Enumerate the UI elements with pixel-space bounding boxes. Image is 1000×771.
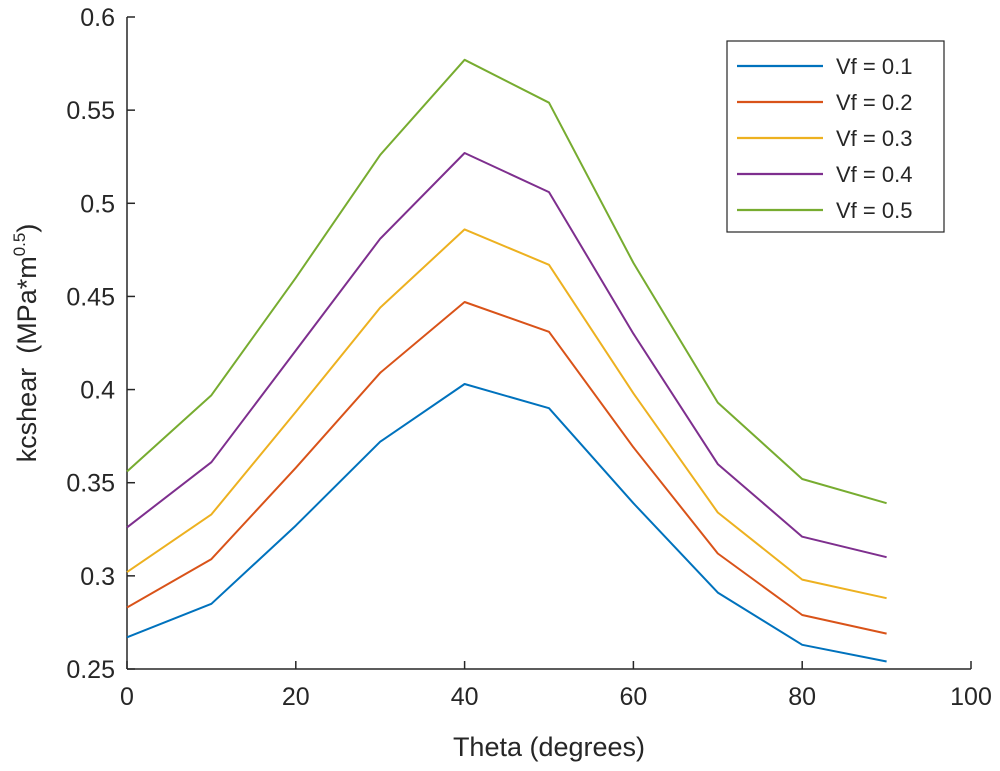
series-line-vf-2 bbox=[126, 301, 887, 635]
x-tick-label: 20 bbox=[282, 683, 310, 711]
x-tick-label: 0 bbox=[120, 683, 134, 711]
x-axis-title: Theta (degrees) bbox=[453, 732, 645, 762]
axes bbox=[126, 17, 971, 670]
x-tick-label: 40 bbox=[451, 683, 479, 711]
y-axis-title-main: kcshear bbox=[12, 368, 42, 463]
y-tick-label: 0.5 bbox=[80, 190, 115, 218]
y-tick-label: 0.25 bbox=[66, 656, 115, 684]
y-tick-label: 0.35 bbox=[66, 470, 115, 498]
legend: Vf = 0.1 Vf = 0.2 Vf = 0.3 Vf = 0.4 Vf = 0.5 bbox=[726, 40, 945, 233]
legend-label-vf-4: Vf = 0.4 bbox=[836, 162, 912, 187]
x-tick-label: 60 bbox=[619, 683, 647, 711]
y-axis-title-exponent: 0.5 bbox=[10, 233, 29, 257]
y-ticks: 0.25 0.3 0.35 0.4 0.45 0.5 0.55 0.6 bbox=[66, 4, 135, 684]
y-tick-label: 0.3 bbox=[80, 563, 115, 591]
y-axis-title-close: ) bbox=[12, 224, 42, 233]
x-ticks: 0 20 40 60 80 100 bbox=[120, 661, 992, 711]
series-line-vf-1 bbox=[126, 383, 887, 663]
y-tick-label: 0.55 bbox=[66, 97, 115, 125]
legend-box bbox=[726, 40, 945, 233]
legend-label-vf-5: Vf = 0.5 bbox=[836, 198, 912, 223]
y-tick-label: 0.4 bbox=[80, 377, 115, 405]
y-tick-label: 0.45 bbox=[66, 283, 115, 311]
series-line-vf-5 bbox=[126, 58, 887, 505]
legend-label-vf-3: Vf = 0.3 bbox=[836, 126, 912, 151]
legend-label-vf-2: Vf = 0.2 bbox=[836, 90, 912, 115]
series-line-vf-3 bbox=[126, 228, 887, 600]
legend-label-vf-1: Vf = 0.1 bbox=[836, 54, 912, 79]
y-axis-title-unit: (MPa*m bbox=[12, 256, 42, 354]
y-tick-label: 0.6 bbox=[80, 4, 115, 32]
series-lines bbox=[126, 58, 887, 663]
series-line-vf-4 bbox=[126, 152, 887, 559]
x-tick-label: 100 bbox=[950, 683, 992, 711]
x-tick-label: 80 bbox=[788, 683, 816, 711]
y-axis-title: kcshear (MPa*m0.5) bbox=[10, 224, 42, 463]
